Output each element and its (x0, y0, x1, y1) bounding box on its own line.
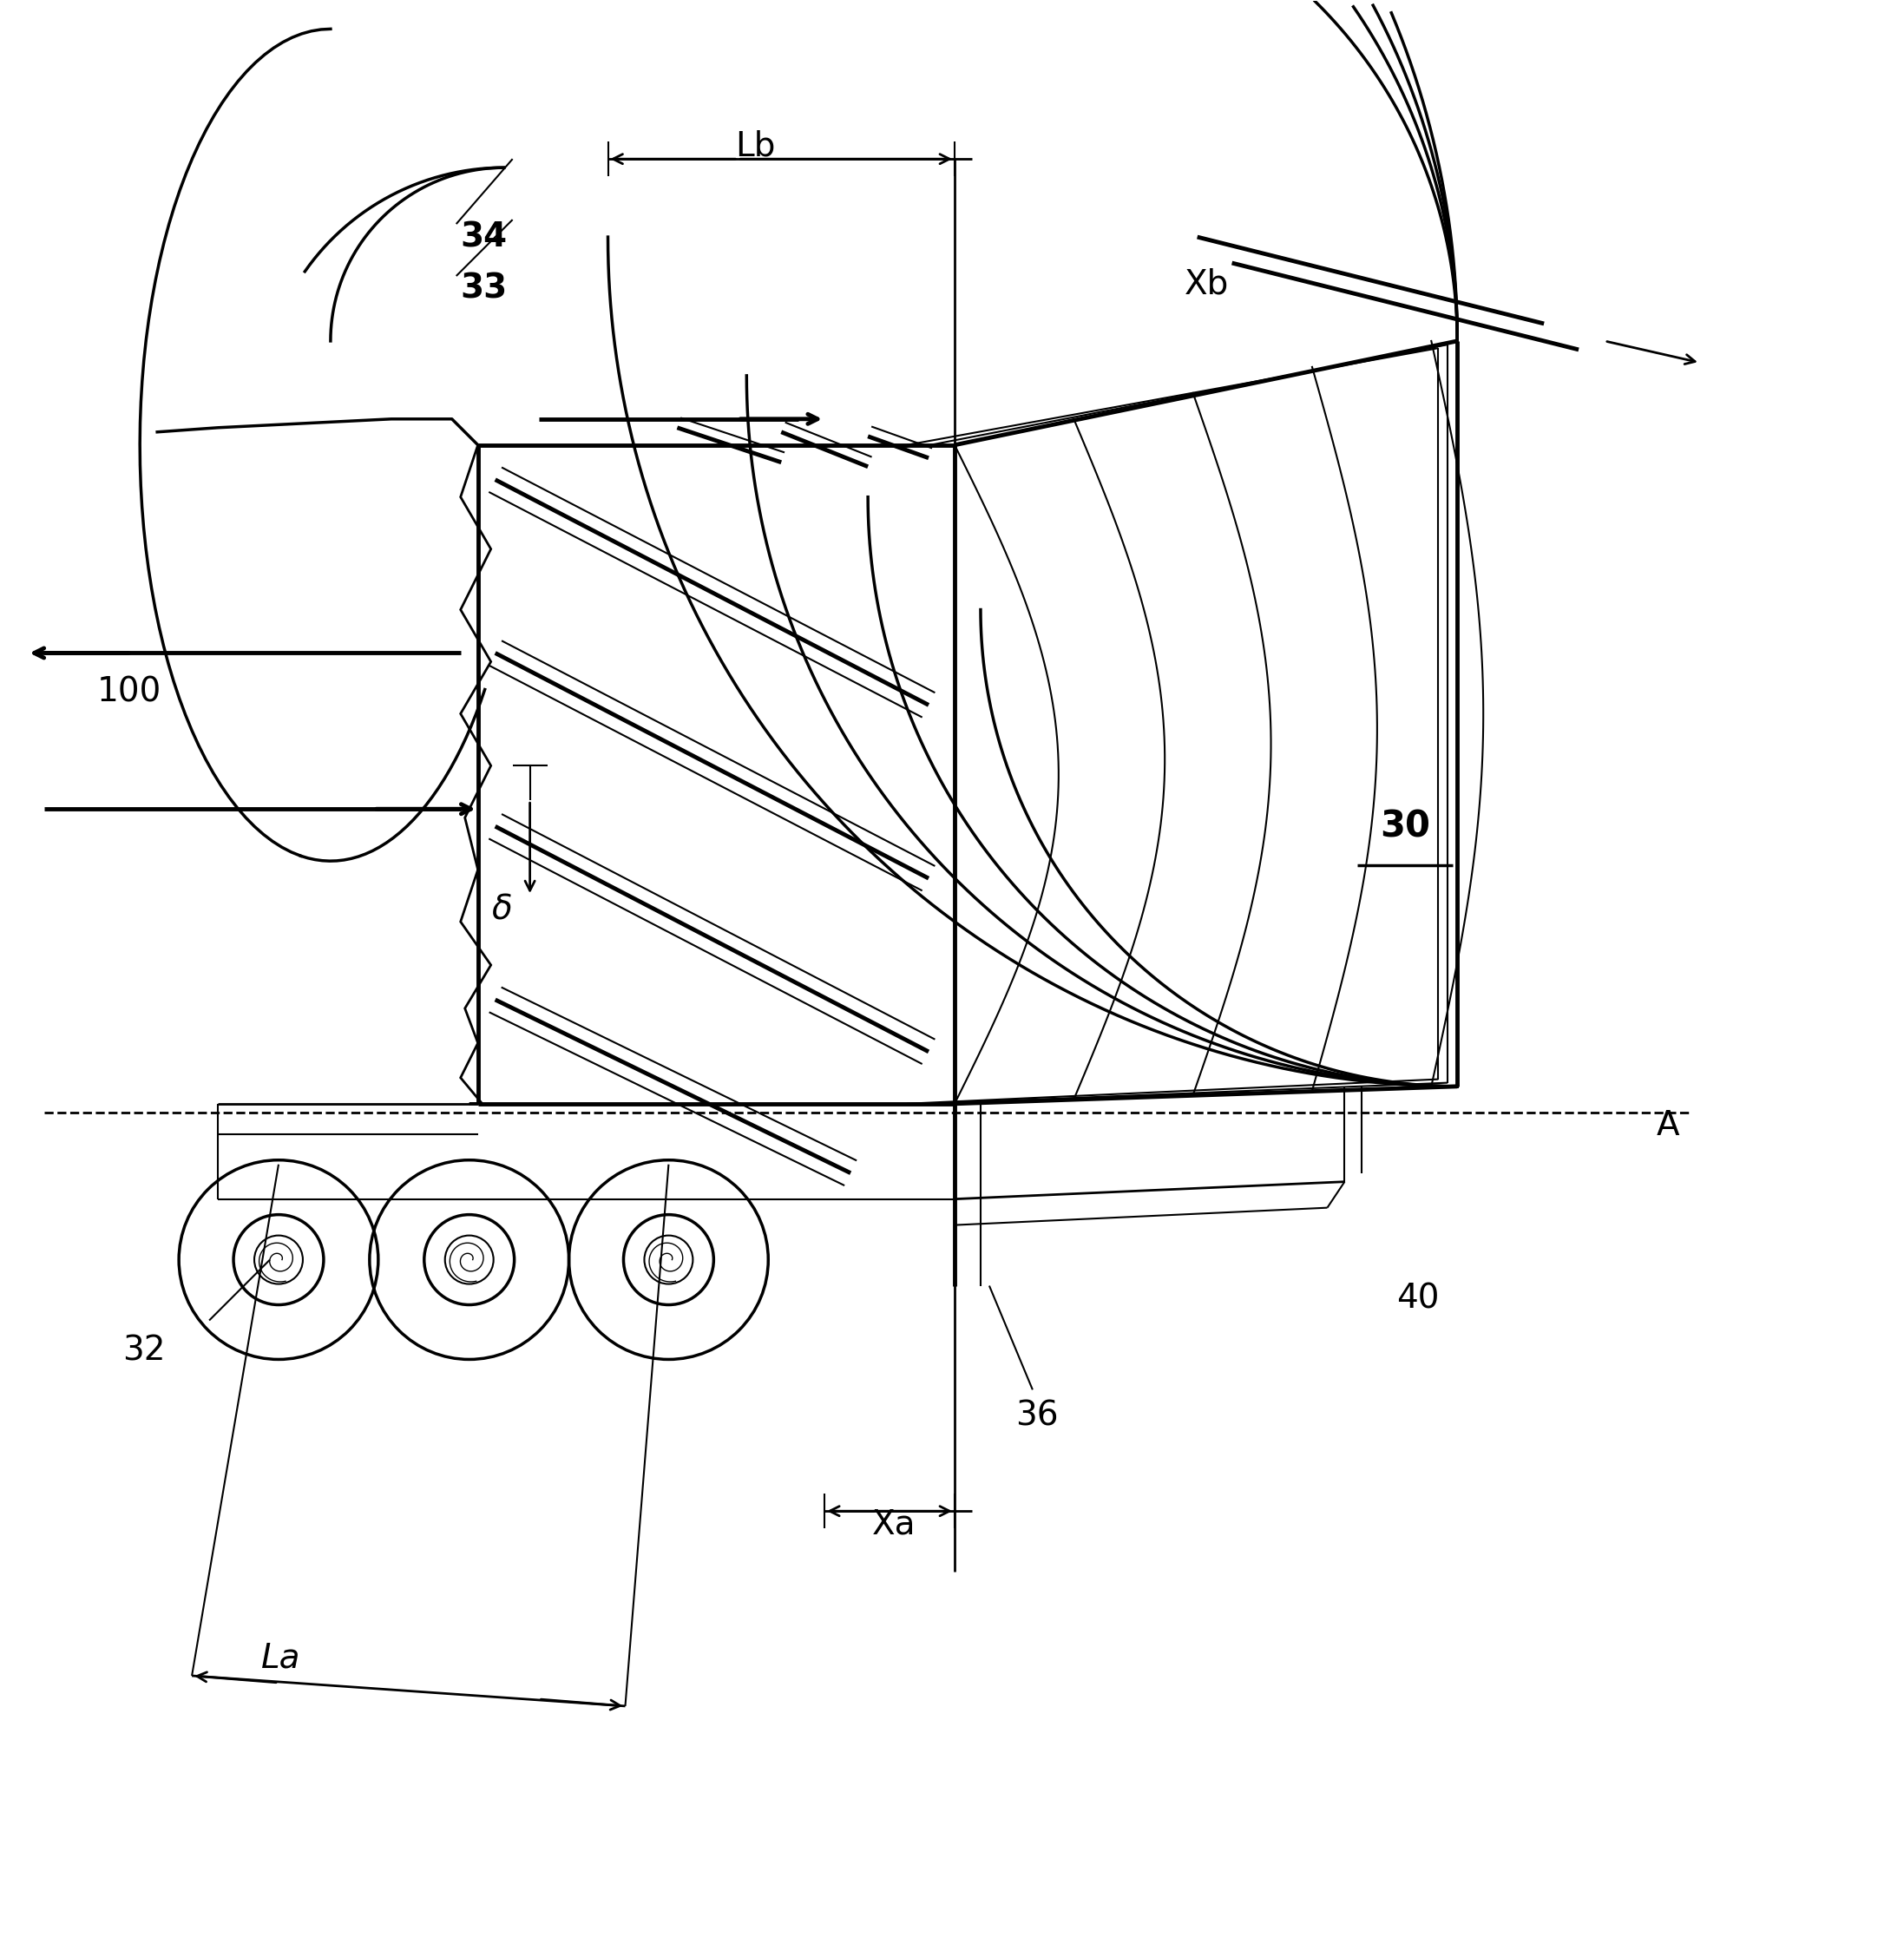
Text: 34: 34 (461, 221, 508, 254)
Text: 32: 32 (122, 1335, 166, 1368)
Text: Xb: Xb (1184, 267, 1228, 300)
Text: 36: 36 (1015, 1399, 1059, 1431)
Text: Xa: Xa (872, 1507, 916, 1540)
Text: 100: 100 (97, 676, 162, 709)
Text: Lb: Lb (735, 130, 775, 163)
Text: 40: 40 (1398, 1282, 1439, 1315)
Text: 33: 33 (461, 273, 508, 306)
Text: A: A (1656, 1108, 1679, 1143)
Text: 30: 30 (1380, 808, 1430, 845)
Text: La: La (261, 1643, 301, 1676)
Text: $\delta$: $\delta$ (491, 893, 512, 926)
